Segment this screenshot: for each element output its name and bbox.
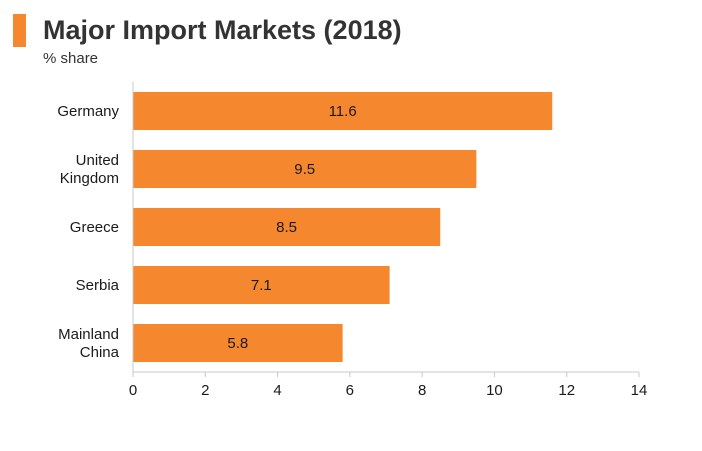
- bar-4: [133, 324, 343, 362]
- x-tick-label-3: 6: [346, 382, 354, 399]
- category-label-4: Mainland China: [58, 326, 120, 361]
- title-accent-bar: [13, 14, 26, 47]
- category-label-0: Germany: [57, 103, 119, 120]
- data-label-4: 5.8: [227, 335, 248, 352]
- x-tick-label-4: 8: [418, 382, 426, 399]
- data-label-1: 9.5: [294, 161, 315, 178]
- bar-0: [133, 92, 553, 130]
- data-label-2: 8.5: [276, 219, 297, 236]
- x-tick-label-7: 14: [631, 382, 648, 399]
- x-tick-label-6: 12: [558, 382, 575, 399]
- x-tick-label-1: 2: [201, 382, 209, 399]
- chart-title: Major Import Markets (2018): [43, 15, 402, 45]
- category-label-2: Greece: [70, 219, 119, 236]
- chart-subtitle: % share: [43, 50, 99, 67]
- bar-3: [133, 266, 390, 304]
- data-label-3: 7.1: [251, 277, 272, 294]
- x-tick-label-0: 0: [129, 382, 137, 399]
- x-tick-label-5: 10: [486, 382, 503, 399]
- category-label-3: Serbia: [76, 277, 120, 294]
- category-label-1: United Kingdom: [60, 152, 119, 187]
- x-tick-label-2: 4: [273, 382, 281, 399]
- data-label-0: 11.6: [329, 103, 357, 120]
- bar-2: [133, 208, 441, 246]
- bar-1: [133, 150, 477, 188]
